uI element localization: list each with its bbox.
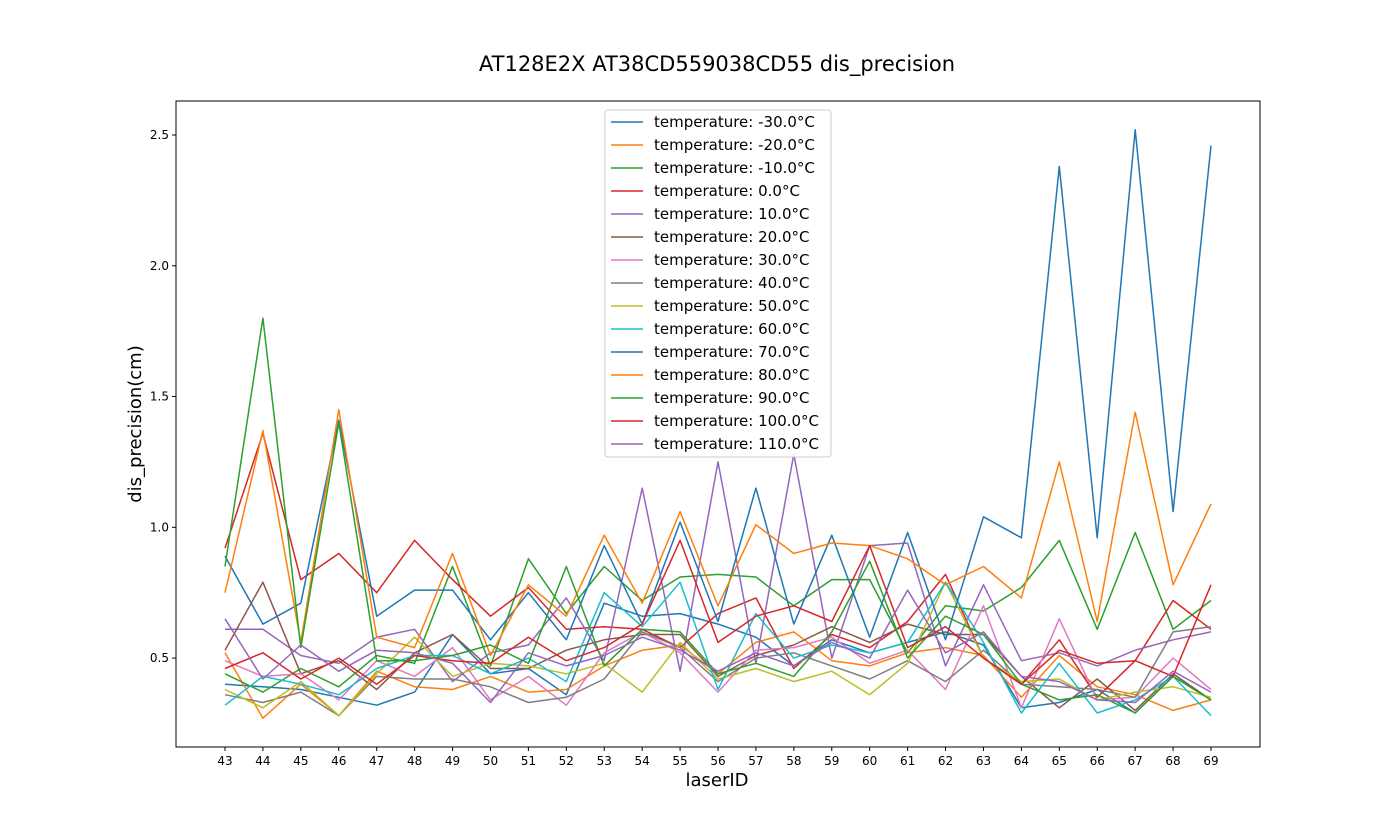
x-tick-label: 60 [862,754,877,768]
x-tick-label: 63 [976,754,991,768]
legend: temperature: -30.0°C temperature: -20.0°C… [604,109,832,458]
y-tick-label: 2.5 [150,128,169,142]
x-tick-label: 69 [1203,754,1218,768]
x-tick-label: 43 [217,754,232,768]
x-tick-label: 56 [710,754,725,768]
legend-label: temperature: 10.0°C [654,205,809,223]
legend-label: temperature: 30.0°C [654,251,809,269]
series-line-7 [224,625,1212,717]
series-line-0 [224,602,1212,714]
legend-label: temperature: 20.0°C [654,228,809,246]
legend-label: temperature: 80.0°C [654,366,809,384]
series-line-12 [224,317,1212,714]
series-line-9 [224,581,1212,717]
series-line-6 [224,605,1212,709]
legend-label: temperature: 100.0°C [654,412,819,430]
legend-label: temperature: 70.0°C [654,343,809,361]
legend-label: temperature: -20.0°C [654,136,815,154]
x-tick-label: 59 [824,754,839,768]
legend-label: temperature: 110.0°C [654,435,819,453]
series-line-4 [225,453,1212,683]
series-line-13 [224,539,1212,685]
x-tick-label: 49 [445,754,460,768]
legend-label: temperature: 40.0°C [654,274,809,292]
x-tick-label: 66 [1090,754,1105,768]
legend-label: temperature: 0.0°C [654,182,800,200]
x-tick-label: 50 [483,754,498,768]
legend-label: temperature: 90.0°C [654,389,809,407]
x-tick-label: 44 [255,754,270,768]
x-tick-label: 62 [938,754,953,768]
y-tick-label: 0.5 [150,651,169,665]
x-tick-label: 68 [1165,754,1180,768]
legend-label: temperature: -10.0°C [654,159,815,177]
x-tick-label: 53 [597,754,612,768]
x-axis-label: laserID [685,770,748,791]
series-line-8 [224,581,1212,717]
series-line-2 [224,531,1212,693]
legend-label: temperature: 60.0°C [654,320,809,338]
x-tick-label: 61 [900,754,915,768]
y-tick-label: 1.0 [150,520,169,534]
x-tick-label: 67 [1128,754,1143,768]
x-tick-label: 55 [672,754,687,768]
plot-series-group [224,129,1212,719]
series-line-3 [224,432,1212,699]
x-tick-label: 45 [293,754,308,768]
series-line-14 [224,589,1212,704]
x-tick-label: 47 [369,754,384,768]
y-axis-ticks: 0.5 1.0 1.5 2.0 2.5 [150,128,176,665]
legend-label: temperature: 50.0°C [654,297,809,315]
y-tick-label: 2.0 [150,259,169,273]
x-tick-label: 52 [559,754,574,768]
y-axis-label: dis_precision(cm) [125,345,146,502]
x-tick-label: 57 [748,754,763,768]
x-axis-ticks: 43 44 45 46 47 48 49 50 51 52 53 54 55 56 57 58 59 60 61 62… [217,747,1219,768]
series-line-10 [224,129,1212,641]
legend-label: temperature: -30.0°C [654,113,815,131]
x-tick-label: 51 [521,754,536,768]
x-tick-label: 54 [635,754,650,768]
y-tick-label: 1.5 [150,390,169,404]
x-tick-label: 46 [331,754,346,768]
series-line-11 [224,408,1212,657]
x-tick-label: 65 [1052,754,1067,768]
chart-title: AT128E2X AT38CD559038CD55 dis_precision [479,52,955,77]
x-tick-label: 64 [1014,754,1029,768]
x-tick-label: 58 [786,754,801,768]
legend-box [604,109,832,458]
x-tick-label: 48 [407,754,422,768]
